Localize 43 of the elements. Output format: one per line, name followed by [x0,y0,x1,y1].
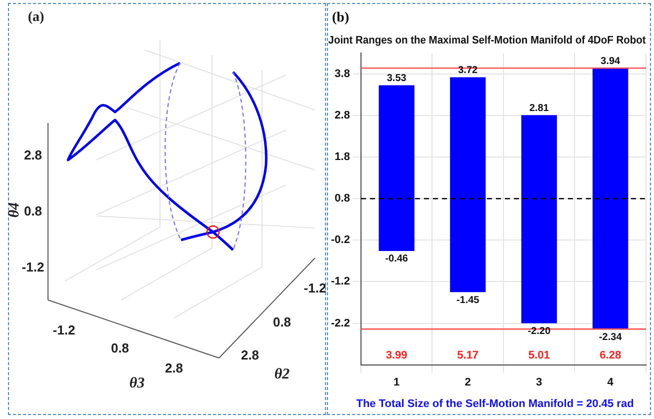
y-tick-label: 2.8 [334,110,350,122]
annotation: -2.20 [528,326,551,338]
text: -1.2 [22,260,44,274]
text: 2.8 [164,360,184,376]
text: θ2 [274,366,290,384]
annotation: -2.34 [598,332,622,343]
y-tick-label: 1.8 [334,151,350,164]
annotation: 6.28 [600,349,622,362]
x-tick-label: 3 [536,376,542,388]
y-tick-label: 0.8 [334,192,350,205]
text: -1.2 [52,322,76,338]
annotation: 5.01 [528,349,550,362]
text: 0.8 [272,314,292,330]
text: -1.2 [304,280,326,296]
text: 2.8 [240,348,260,362]
annotation: 3.53 [386,72,407,84]
annotation: -0.46 [385,254,408,265]
text: 0.8 [24,204,42,218]
bar [450,77,486,292]
y-tick-label: -0.2 [330,234,350,246]
x-tick-label: 4 [607,376,614,388]
y-tick-label: 3.8 [334,68,350,80]
bar [592,68,628,330]
bar [378,85,414,251]
annotation: 5.17 [457,349,479,362]
bar [521,115,557,324]
x-tick-label: 2 [464,376,471,388]
annotation: 2.81 [529,102,550,114]
annotation: 3.99 [386,349,408,362]
text: 2.8 [24,148,42,162]
chart-title: Joint Ranges on the Maximal Self-Motion Manifold of 4DoF Robot [328,34,646,47]
text: The Total Size of the Self-Motion Manifold = 20.45 rad [356,398,634,410]
text: θ4 [6,202,24,218]
text: 0.8 [110,340,130,356]
annotation: -1.45 [456,294,480,306]
text: (a) [28,10,44,26]
text: (b) [332,10,350,26]
y-tick-label: -1.2 [330,276,350,288]
x-tick-label: 1 [394,376,400,388]
annotation: 3.72 [458,65,478,76]
annotation: 3.94 [600,56,621,67]
y-tick-label: -2.2 [330,317,350,330]
text: θ3 [129,376,145,392]
